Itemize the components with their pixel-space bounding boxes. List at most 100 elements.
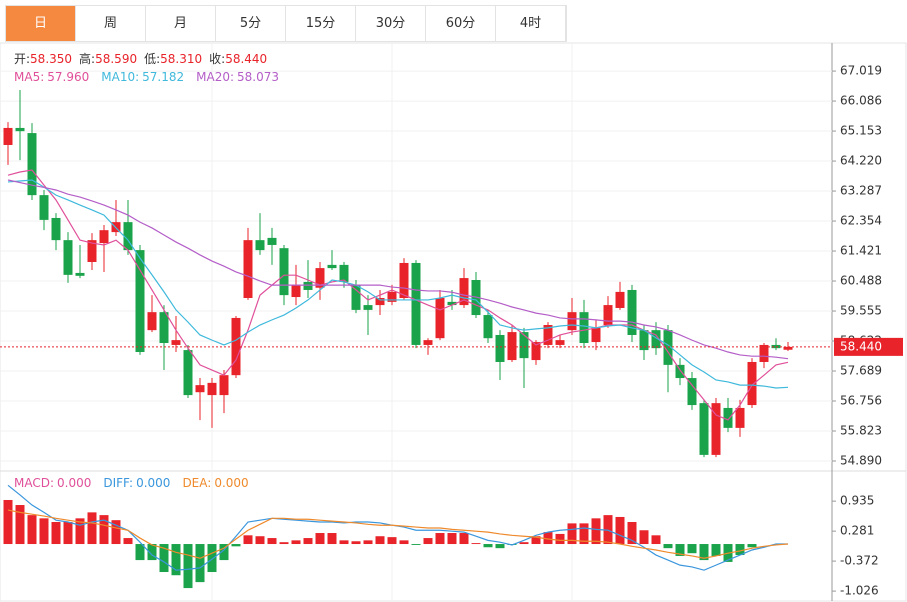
- candle-body: [51, 217, 61, 241]
- ma-line: [7, 169, 789, 421]
- legend-value: 57.182: [142, 70, 184, 84]
- candle-body: [363, 305, 373, 310]
- candle-body: [531, 342, 541, 361]
- macd-bar: [195, 544, 205, 583]
- info-value: 58.310: [160, 52, 202, 66]
- candle-body: [135, 250, 145, 353]
- y-tick-label: 67.019: [840, 64, 882, 78]
- candle-body: [3, 127, 13, 145]
- candle-body: [699, 403, 709, 455]
- candle-body: [711, 403, 721, 455]
- macd-bar: [27, 515, 37, 545]
- candle-body: [147, 312, 157, 331]
- macd-bar: [435, 533, 445, 545]
- candle-body: [747, 361, 757, 406]
- candle-body: [39, 195, 49, 220]
- macd-bar: [267, 538, 277, 545]
- candle-body: [159, 312, 169, 344]
- macd-bar: [423, 538, 433, 545]
- candle-body: [15, 127, 25, 132]
- macd-bar: [123, 538, 133, 545]
- candle-body: [291, 284, 301, 298]
- legend-name: DEA:: [182, 476, 211, 490]
- candle-body: [591, 327, 601, 343]
- legend-name: MA20:: [196, 70, 234, 84]
- candle-body: [627, 289, 637, 335]
- candle-body: [447, 301, 457, 306]
- y-tick-label: 61.421: [840, 244, 882, 258]
- period-tab[interactable]: 4时: [496, 6, 566, 41]
- macd-bar: [471, 543, 481, 545]
- period-tab[interactable]: 15分: [286, 6, 356, 41]
- y-tick-label: -0.372: [840, 554, 879, 568]
- macd-bar: [171, 544, 181, 576]
- legend-name: MA5:: [14, 70, 44, 84]
- info-label: 开:: [14, 52, 30, 66]
- period-tab[interactable]: 30分: [356, 6, 426, 41]
- macd-bar: [483, 544, 493, 548]
- legend-value: 57.960: [47, 70, 89, 84]
- candle-body: [615, 291, 625, 308]
- candle-body: [495, 334, 505, 362]
- candle-body: [675, 364, 685, 379]
- candle-body: [555, 340, 565, 345]
- candle-body: [315, 268, 325, 288]
- y-tick-label: 63.287: [840, 184, 882, 198]
- macd-bar: [747, 544, 757, 548]
- macd-bar: [243, 535, 253, 545]
- candle-body: [507, 332, 517, 361]
- macd-bar: [159, 544, 169, 573]
- macd-bar: [147, 544, 157, 561]
- candle-body: [411, 262, 421, 345]
- macd-bar: [315, 533, 325, 545]
- candle-body: [399, 262, 409, 299]
- macd-bar: [531, 536, 541, 545]
- legend: MACD: 0.000 DIFF: 0.000 DEA: 0.000: [14, 476, 249, 490]
- macd-bar: [375, 536, 385, 545]
- macd-bar: [303, 538, 313, 545]
- period-tab[interactable]: 周: [76, 6, 146, 41]
- macd-bar: [39, 518, 49, 545]
- period-tab[interactable]: 日: [6, 6, 76, 41]
- candle-body: [651, 330, 661, 349]
- candle-body: [183, 350, 193, 396]
- candle-body: [27, 133, 37, 196]
- candle-body: [327, 264, 337, 269]
- macd-bar: [639, 530, 649, 545]
- y-tick-label: 65.153: [840, 124, 882, 138]
- macd-bar: [291, 540, 301, 545]
- macd-bar: [447, 533, 457, 545]
- period-tab[interactable]: 60分: [426, 6, 496, 41]
- candle-body: [303, 281, 313, 290]
- y-tick-label: 55.823: [840, 424, 882, 438]
- macd-bar: [519, 542, 529, 545]
- period-tabs: 日周月 5分 15分 30分 60分 4时: [5, 5, 567, 42]
- chart-frame: [0, 42, 907, 602]
- period-tab[interactable]: 5分: [216, 6, 286, 41]
- macd-bar: [183, 544, 193, 589]
- candle-body: [723, 407, 733, 428]
- y-tick-label: 56.756: [840, 394, 882, 408]
- candle-body: [123, 222, 133, 251]
- candle-body: [639, 330, 649, 351]
- candle-body: [375, 298, 385, 306]
- macd-bar: [15, 505, 25, 545]
- legend-value: 0.000: [136, 476, 170, 490]
- y-tick-label: -1.026: [840, 584, 879, 598]
- info-label: 收:: [209, 52, 225, 66]
- macd-bar: [567, 523, 577, 545]
- candle-body: [603, 305, 613, 326]
- info-label: 高:: [79, 51, 95, 66]
- info-value: 58.590: [95, 52, 137, 66]
- y-tick-label: 64.220: [840, 154, 882, 168]
- candle-body: [519, 332, 529, 359]
- macd-bar: [735, 544, 745, 556]
- macd-bar: [279, 542, 289, 545]
- y-tick-label: 57.689: [840, 364, 882, 378]
- macd-bar: [627, 522, 637, 545]
- candle-body: [219, 375, 229, 396]
- legend-name: MA10:: [101, 70, 139, 84]
- period-tab[interactable]: 月: [146, 6, 216, 41]
- ma-line: [7, 179, 789, 389]
- candle-body: [783, 346, 793, 350]
